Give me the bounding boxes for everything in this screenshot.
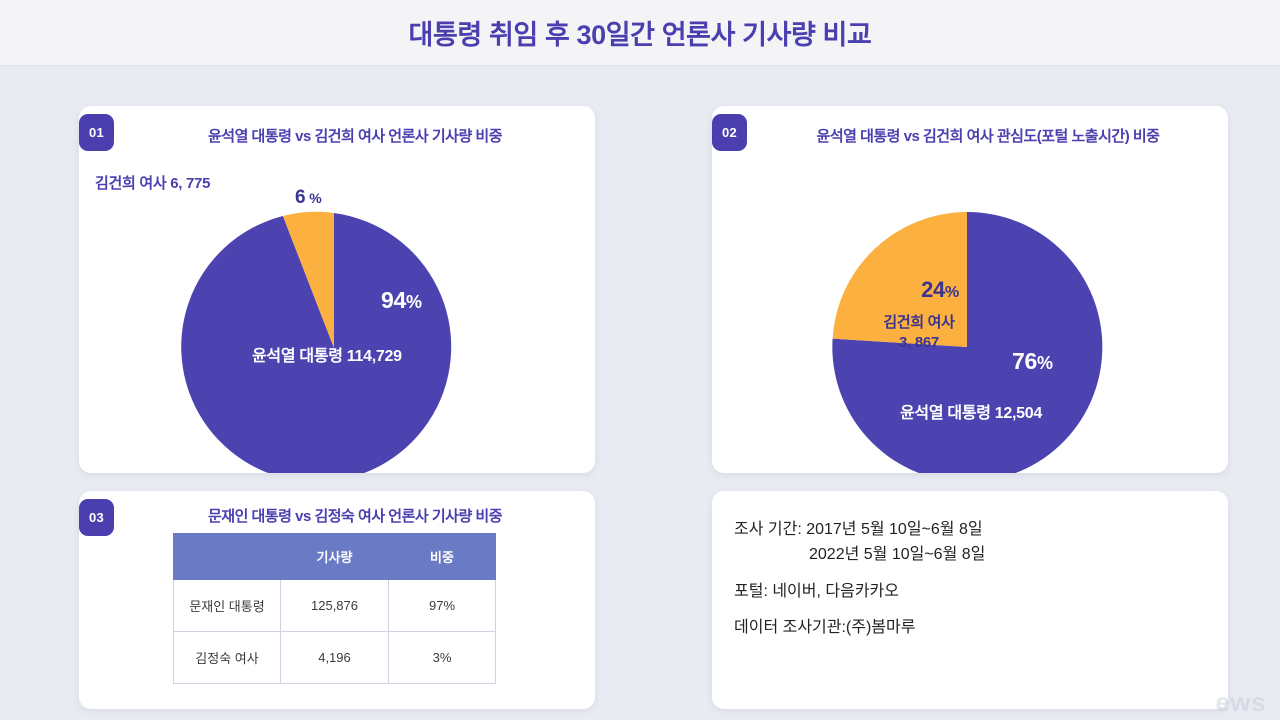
page-title: 대통령 취임 후 30일간 언론사 기사량 비교	[408, 20, 872, 50]
pie-small-percent-unit-02: %	[944, 284, 959, 301]
table-cell-name: 문재인 대통령	[173, 579, 281, 632]
pie-small-percent-unit-01: %	[309, 190, 322, 206]
survey-portal-line: 포털: 네이버, 다음카카오	[734, 582, 899, 600]
card-badge-02: 02	[712, 114, 747, 151]
survey-period-line-1: 조사 기간: 2017년 5월 10일~6월 8일	[734, 521, 983, 538]
page-header: 대통령 취임 후 30일간 언론사 기사량 비교	[0, 0, 1280, 66]
pie-small-percent-02: 24%	[897, 277, 983, 303]
chart-card-01: 01 윤석열 대통령 vs 김건희 여사 언론사 기사량 비중 김건희 여사 6…	[79, 106, 595, 473]
table-header-count: 기사량	[280, 533, 389, 580]
pie-small-name-line1-02: 김건희 여사	[883, 314, 955, 331]
table-cell-share: 3%	[388, 631, 496, 684]
chart-card-02: 02 윤석열 대통령 vs 김건희 여사 관심도(포털 노출시간) 비중 24%…	[712, 106, 1228, 473]
pie-slice-yellow-01	[282, 211, 334, 348]
pie-big-percent-01: 94%	[381, 287, 422, 314]
table-cell-name: 김정숙 여사	[173, 631, 281, 684]
table-header-name	[173, 533, 281, 580]
table-cell-count: 4,196	[280, 631, 389, 684]
card-title-01: 윤석열 대통령 vs 김건희 여사 언론사 기사량 비중	[207, 128, 503, 145]
table-row: 김정숙 여사 4,196 3%	[173, 631, 496, 684]
survey-info-body: 조사 기간: 2017년 5월 10일~6월 8일 2022년 5월 10일~6…	[734, 518, 1212, 641]
survey-agency-line: 데이터 조사기관:(주)봄마루	[734, 619, 916, 637]
table-header-row: 기사량 비중	[173, 533, 496, 580]
card-title-02: 윤석열 대통령 vs 김건희 여사 관심도(포털 노출시간) 비중	[816, 128, 1160, 145]
table-cell-count: 125,876	[280, 579, 389, 632]
table-cell-share: 97%	[388, 579, 496, 632]
card-title-03: 문재인 대통령 vs 김정숙 여사 언론사 기사량 비중	[207, 508, 503, 525]
pie-outside-label-01: 김건희 여사 6, 775	[95, 175, 211, 192]
table-row: 문재인 대통령 125,876 97%	[173, 579, 496, 632]
pie-big-percent-02: 76%	[1012, 348, 1053, 375]
pie-small-percent-01: 6%	[295, 187, 322, 209]
survey-period-line-2: 2022년 5월 10일~6월 8일	[809, 545, 986, 563]
pie-big-percent-value-01: 94	[381, 287, 406, 313]
card-badge-01: 01	[79, 114, 114, 151]
pie-big-name-01: 윤석열 대통령 114,729	[252, 348, 402, 365]
table-body: 문재인 대통령 125,876 97% 김정숙 여사 4,196 3%	[173, 579, 496, 684]
pie-small-percent-value-01: 6	[295, 187, 306, 208]
pie-big-percent-unit-02: %	[1036, 353, 1053, 373]
pie-small-percent-value-02: 24	[921, 277, 945, 302]
pie-chart-01	[79, 106, 595, 473]
table-header-share: 비중	[388, 533, 496, 580]
pie-small-name-02: 김건희 여사 3, 867	[854, 313, 984, 354]
card-badge-03: 03	[79, 499, 114, 536]
comparison-table: 기사량 비중 문재인 대통령 125,876 97% 김정숙 여사 4,196 …	[173, 533, 496, 684]
survey-info-card: 조사 기간: 2017년 5월 10일~6월 8일 2022년 5월 10일~6…	[712, 491, 1228, 709]
table-head: 기사량 비중	[173, 533, 496, 580]
pie-big-percent-unit-01: %	[405, 292, 422, 312]
pie-big-percent-value-02: 76	[1012, 348, 1037, 374]
chart-card-03: 03 문재인 대통령 vs 김정숙 여사 언론사 기사량 비중 기사량 비중 문…	[79, 491, 595, 709]
dashboard-stage: 01 윤석열 대통령 vs 김건희 여사 언론사 기사량 비중 김건희 여사 6…	[0, 66, 1280, 720]
watermark: ews	[1215, 687, 1266, 717]
pie-small-name-line2-02: 3, 867	[899, 334, 939, 352]
pie-big-name-02: 윤석열 대통령 12,504	[900, 405, 1042, 422]
